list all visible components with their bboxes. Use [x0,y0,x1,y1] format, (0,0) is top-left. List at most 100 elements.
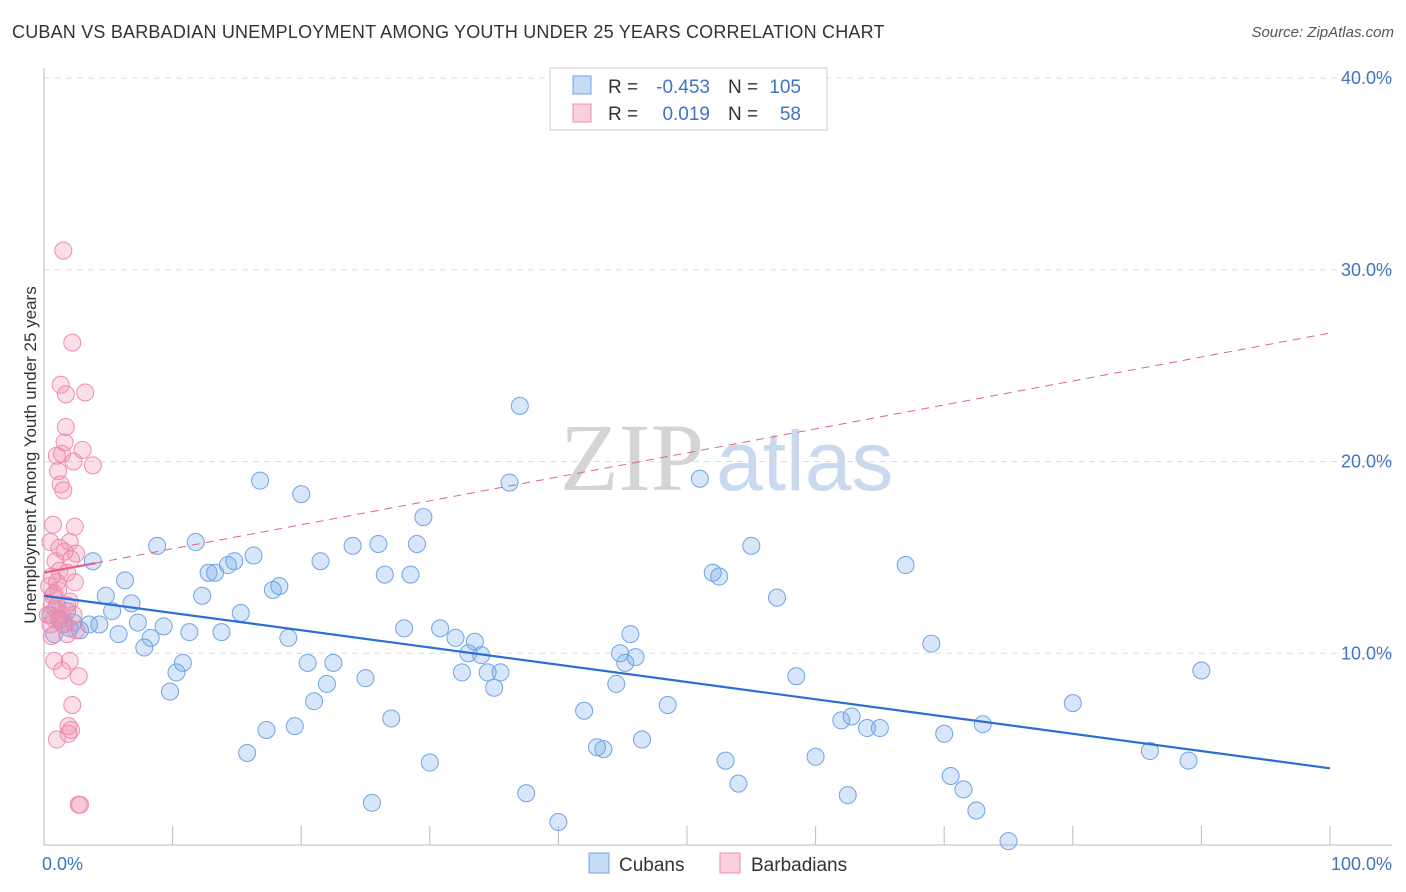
point-barbadians-54 [53,444,72,463]
point-cubans-80 [632,730,651,749]
point-cubans-14 [109,625,128,644]
point-cubans-69 [510,396,529,415]
point-cubans-32 [225,552,244,571]
point-cubans-52 [375,565,394,584]
point-cubans-10 [83,552,102,571]
bottom-legend: Cubans Barbadians [588,852,847,876]
point-cubans-39 [270,577,289,596]
point-barbadians-14 [49,462,68,481]
legend-swatch-cubans [572,75,592,95]
point-cubans-23 [167,663,186,682]
point-barbadians-57 [60,592,79,611]
point-cubans-98 [935,724,954,743]
point-cubans-104 [1063,694,1082,713]
gridlines [44,77,1392,654]
point-cubans-26 [186,533,205,552]
point-barbadians-32 [60,651,79,670]
point-cubans-48 [343,536,362,555]
point-barbadians-26 [56,417,75,436]
point-cubans-56 [407,534,426,553]
legend-box [549,67,828,131]
bottom-legend-swatch-cubans [588,852,610,874]
watermark: ZIP atlas [560,404,893,511]
point-cubans-82 [690,469,709,488]
point-cubans-91 [832,711,851,730]
point-cubans-24 [173,653,192,672]
point-cubans-60 [446,628,465,647]
trend-line-cubans [43,594,1331,770]
point-cubans-55 [401,565,420,584]
point-cubans-107 [1192,661,1211,680]
point-cubans-45 [311,552,330,571]
point-cubans-15 [116,571,135,590]
point-cubans-58 [420,753,439,772]
point-cubans-66 [485,678,504,697]
point-cubans-20 [148,536,167,555]
point-barbadians-18 [51,375,70,394]
bottom-legend-cubans: Cubans [619,855,685,876]
point-cubans-42 [292,485,311,504]
point-barbadians-9 [45,651,64,670]
point-barbadians-52 [42,626,61,645]
point-barbadians-46 [71,795,90,814]
y-tick-label-40: 40.0% [1341,68,1392,88]
point-barbadians-24 [55,433,74,452]
point-barbadians-40 [65,517,84,536]
legend-n-value-cubans: 105 [769,77,801,98]
legend: R = -0.453 N = 105 R = 0.019 N = 58 [549,67,828,131]
legend-n-value-barbadians: 58 [780,104,801,125]
point-cubans-33 [231,603,250,622]
point-cubans-28 [199,563,218,582]
point-barbadians-37 [63,696,82,715]
point-cubans-87 [742,536,761,555]
y-tick-label-20: 20.0% [1341,452,1392,472]
point-cubans-35 [244,546,263,565]
point-barbadians-55 [55,613,74,632]
point-cubans-100 [954,780,973,799]
point-cubans-89 [787,667,806,686]
point-barbadians-42 [67,544,86,563]
point-barbadians-36 [63,333,82,352]
point-cubans-81 [658,696,677,715]
point-barbadians-38 [64,605,83,624]
y-tick-label-10: 10.0% [1341,643,1392,663]
point-cubans-93 [842,707,861,726]
point-barbadians-35 [62,720,81,739]
legend-n-label-barbadians: N = [728,104,758,125]
point-cubans-12 [96,586,115,605]
series-cubans [41,396,1211,851]
point-cubans-59 [431,619,450,638]
point-cubans-75 [607,674,626,693]
point-barbadians-20 [53,661,72,680]
point-cubans-41 [285,717,304,736]
point-barbadians-41 [65,573,84,592]
point-cubans-105 [1140,742,1159,761]
point-cubans-22 [161,682,180,701]
legend-r-label-cubans: R = [608,77,638,98]
point-cubans-101 [967,801,986,820]
bottom-legend-barbadians: Barbadians [751,855,847,876]
y-tick-labels: 10.0% 20.0% 30.0% 40.0% [1341,68,1392,663]
series-barbadians [38,241,102,814]
point-cubans-53 [382,709,401,728]
point-cubans-92 [838,786,857,805]
point-cubans-50 [362,793,381,812]
point-barbadians-47 [73,440,92,459]
point-cubans-99 [941,766,960,785]
point-cubans-95 [870,719,889,738]
point-barbadians-6 [44,515,63,534]
point-cubans-65 [478,663,497,682]
point-barbadians-23 [54,241,73,260]
point-cubans-49 [356,669,375,688]
point-cubans-85 [716,751,735,770]
legend-r-label-barbadians: R = [608,104,638,125]
x-tick-label-min: 0.0% [42,854,83,874]
point-cubans-102 [973,715,992,734]
point-cubans-18 [135,638,154,657]
point-cubans-40 [279,628,298,647]
point-cubans-106 [1179,751,1198,770]
point-cubans-46 [317,674,336,693]
point-cubans-11 [90,615,109,634]
point-cubans-84 [710,567,729,586]
watermark-zip: ZIP [560,404,704,511]
